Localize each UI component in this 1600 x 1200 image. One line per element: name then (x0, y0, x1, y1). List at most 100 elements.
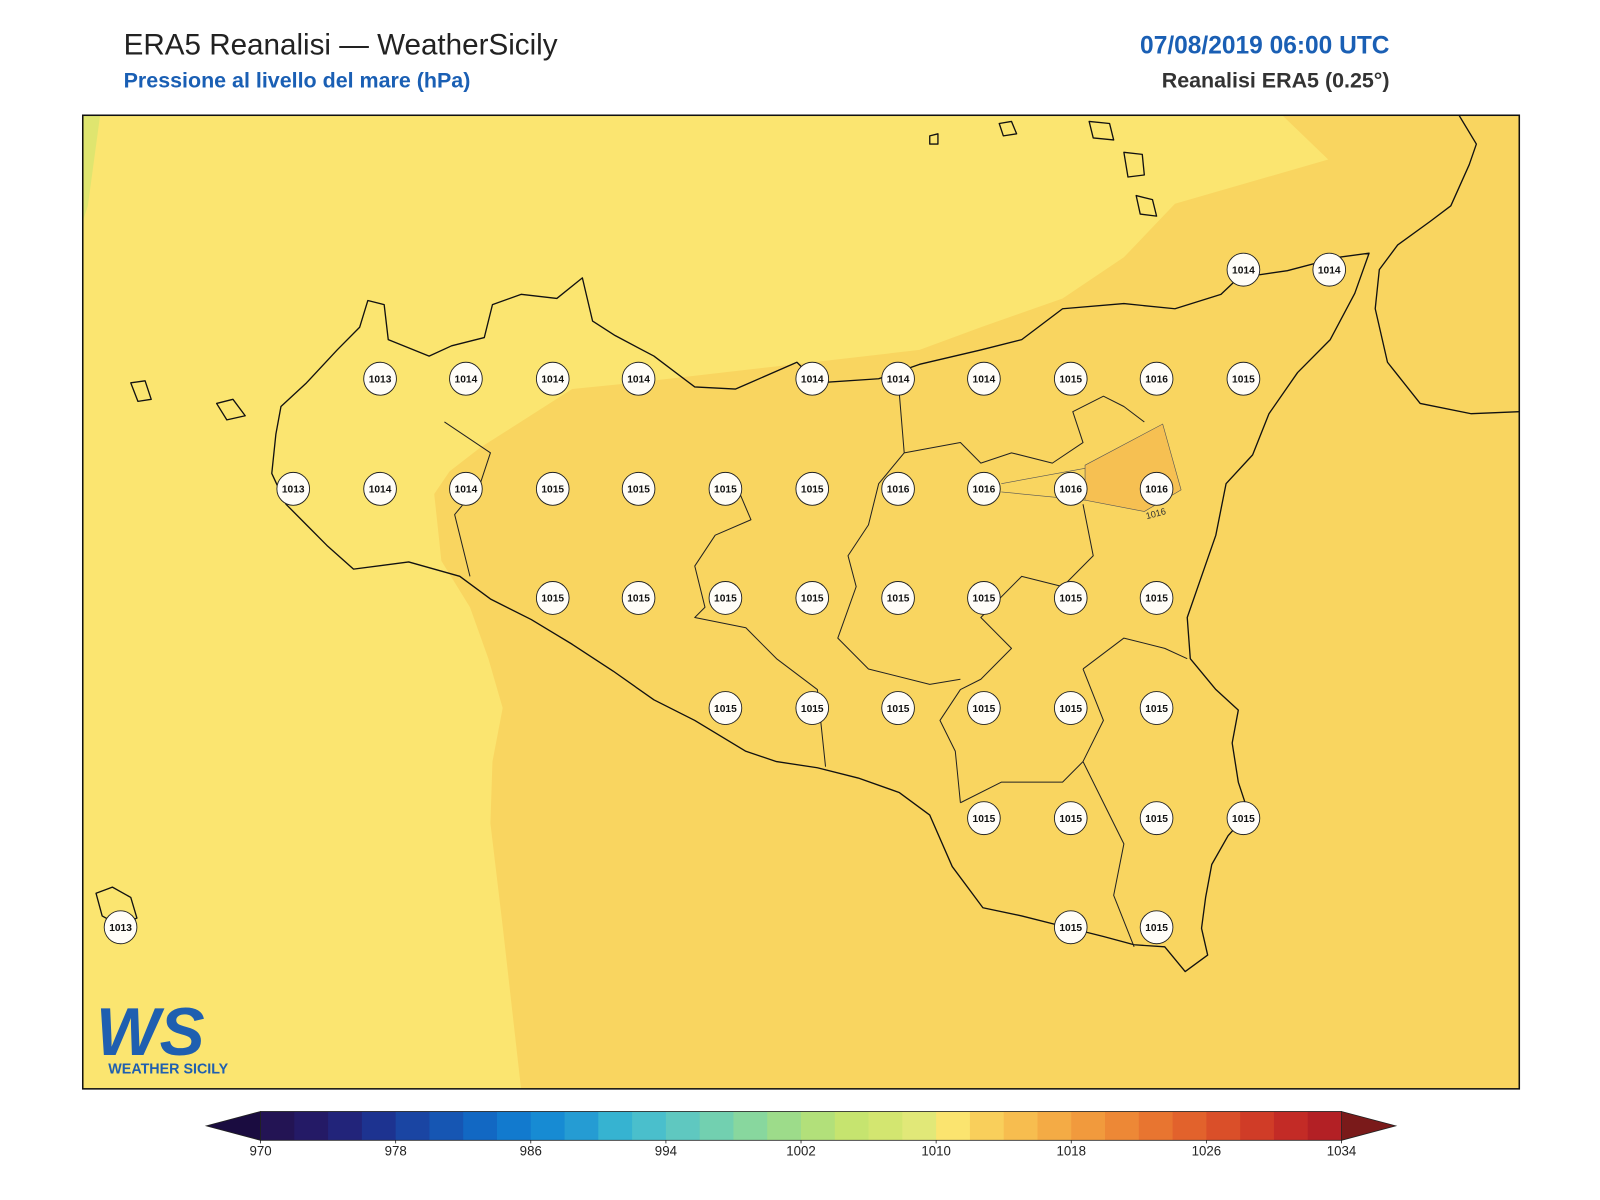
colorbar-bin (834, 1111, 870, 1141)
station: 1015 (1053, 691, 1088, 725)
station-value: 1015 (627, 485, 650, 496)
station: 1014 (449, 361, 483, 396)
logo-name: WEATHER SICILY (108, 1061, 228, 1077)
station: 1015 (1139, 910, 1174, 945)
colorbar-tick-label: 970 (249, 1144, 271, 1159)
station-marker (881, 361, 915, 396)
station-value: 1014 (627, 374, 650, 385)
station-value: 1016 (973, 485, 996, 496)
station-value: 1015 (801, 485, 824, 496)
station-value: 1015 (1059, 923, 1082, 934)
station-marker (1053, 361, 1088, 396)
source: Reanalisi ERA5 (0.25°) (1162, 68, 1390, 92)
station-marker (621, 361, 656, 396)
colorbar-bin (429, 1111, 464, 1141)
station-marker (1312, 252, 1347, 287)
station: 1015 (708, 581, 743, 615)
station-marker (1053, 691, 1088, 725)
station-value: 1015 (801, 594, 824, 605)
colorbar-bin (868, 1111, 903, 1141)
station-marker (1139, 801, 1174, 836)
field-1010 (82, 115, 101, 222)
station: 1014 (795, 361, 830, 396)
colorbar-bin (328, 1111, 363, 1141)
colorbar-tick-label: 1010 (921, 1144, 951, 1159)
station: 1013 (103, 910, 138, 945)
station-value: 1015 (1145, 923, 1168, 934)
station-value: 1016 (1059, 485, 1082, 496)
station-value: 1014 (801, 374, 824, 385)
station-marker (621, 581, 656, 615)
station-marker (363, 361, 397, 396)
subtitle: Pressione al livello del mare (hPa) (124, 68, 471, 92)
station: 1015 (708, 471, 743, 506)
station: 1014 (881, 361, 915, 396)
station: 1013 (276, 471, 311, 506)
station-marker (1053, 801, 1088, 836)
colorbar-bin (767, 1111, 802, 1141)
station-marker (535, 471, 570, 506)
station-marker (967, 801, 1001, 836)
colorbar-bin (1138, 1111, 1174, 1141)
colorbar-bin (969, 1111, 1005, 1141)
station-marker (967, 581, 1001, 615)
colorbar-tick-label: 1002 (786, 1144, 816, 1159)
station-value: 1015 (627, 594, 650, 605)
station: 1015 (1226, 361, 1261, 396)
station: 1015 (621, 581, 656, 615)
station-marker (708, 691, 743, 725)
province-border (960, 637, 1188, 948)
station-value: 1015 (1059, 594, 1082, 605)
station: 1015 (967, 581, 1001, 615)
station: 1015 (1053, 910, 1088, 945)
station: 1015 (795, 581, 830, 615)
station-marker (1139, 581, 1174, 615)
station-value: 1014 (541, 374, 564, 385)
colorbar-bin (1003, 1111, 1038, 1141)
station-value: 1015 (887, 594, 910, 605)
map: 1016 1014 1014 1013 1014 1014 1014 1014 1014 101… (82, 115, 1520, 1089)
colorbar-over (1341, 1110, 1398, 1141)
colorbar-bin (699, 1111, 734, 1141)
datetime: 07/08/2019 06:00 UTC (1140, 32, 1390, 59)
colorbar-tick-label: 1026 (1192, 1144, 1222, 1159)
station-marker (881, 471, 915, 506)
station-value: 1016 (887, 485, 910, 496)
colorbar-tick-label: 978 (385, 1144, 407, 1159)
station: 1015 (1053, 361, 1088, 396)
station-marker (967, 471, 1001, 506)
colorbar-bin (1172, 1111, 1207, 1141)
station-value: 1015 (1059, 374, 1082, 385)
station-value: 1016 (1145, 485, 1168, 496)
station: 1015 (881, 581, 915, 615)
station-marker (1139, 361, 1174, 396)
station-value: 1015 (1145, 594, 1168, 605)
station-value: 1014 (1232, 265, 1255, 276)
station-value: 1015 (1145, 814, 1168, 825)
station: 1014 (967, 361, 1001, 396)
colorbar-bin (1206, 1111, 1241, 1141)
station-marker (1139, 691, 1174, 725)
colorbar-tick-label: 986 (520, 1144, 542, 1159)
station-marker (795, 361, 830, 396)
station-value: 1015 (541, 485, 564, 496)
station-value: 1013 (109, 923, 132, 934)
station: 1016 (967, 471, 1001, 506)
colorbar-bin (1105, 1111, 1140, 1141)
station-marker (1053, 471, 1088, 506)
logo-mark: WS (96, 995, 205, 1070)
station-marker (795, 471, 830, 506)
colorbar-bin (361, 1111, 397, 1141)
station-value: 1016 (1145, 374, 1168, 385)
station-marker (449, 361, 483, 396)
title: ERA5 Reanalisi — WeatherSicily (124, 28, 558, 61)
colorbar-bin (1037, 1111, 1072, 1141)
station: 1015 (621, 471, 656, 506)
station: 1015 (535, 471, 570, 506)
coastline (271, 252, 1370, 973)
coastline (1374, 115, 1520, 415)
colorbar-bin (632, 1111, 667, 1141)
station-value: 1014 (887, 374, 910, 385)
station-value: 1015 (973, 594, 996, 605)
